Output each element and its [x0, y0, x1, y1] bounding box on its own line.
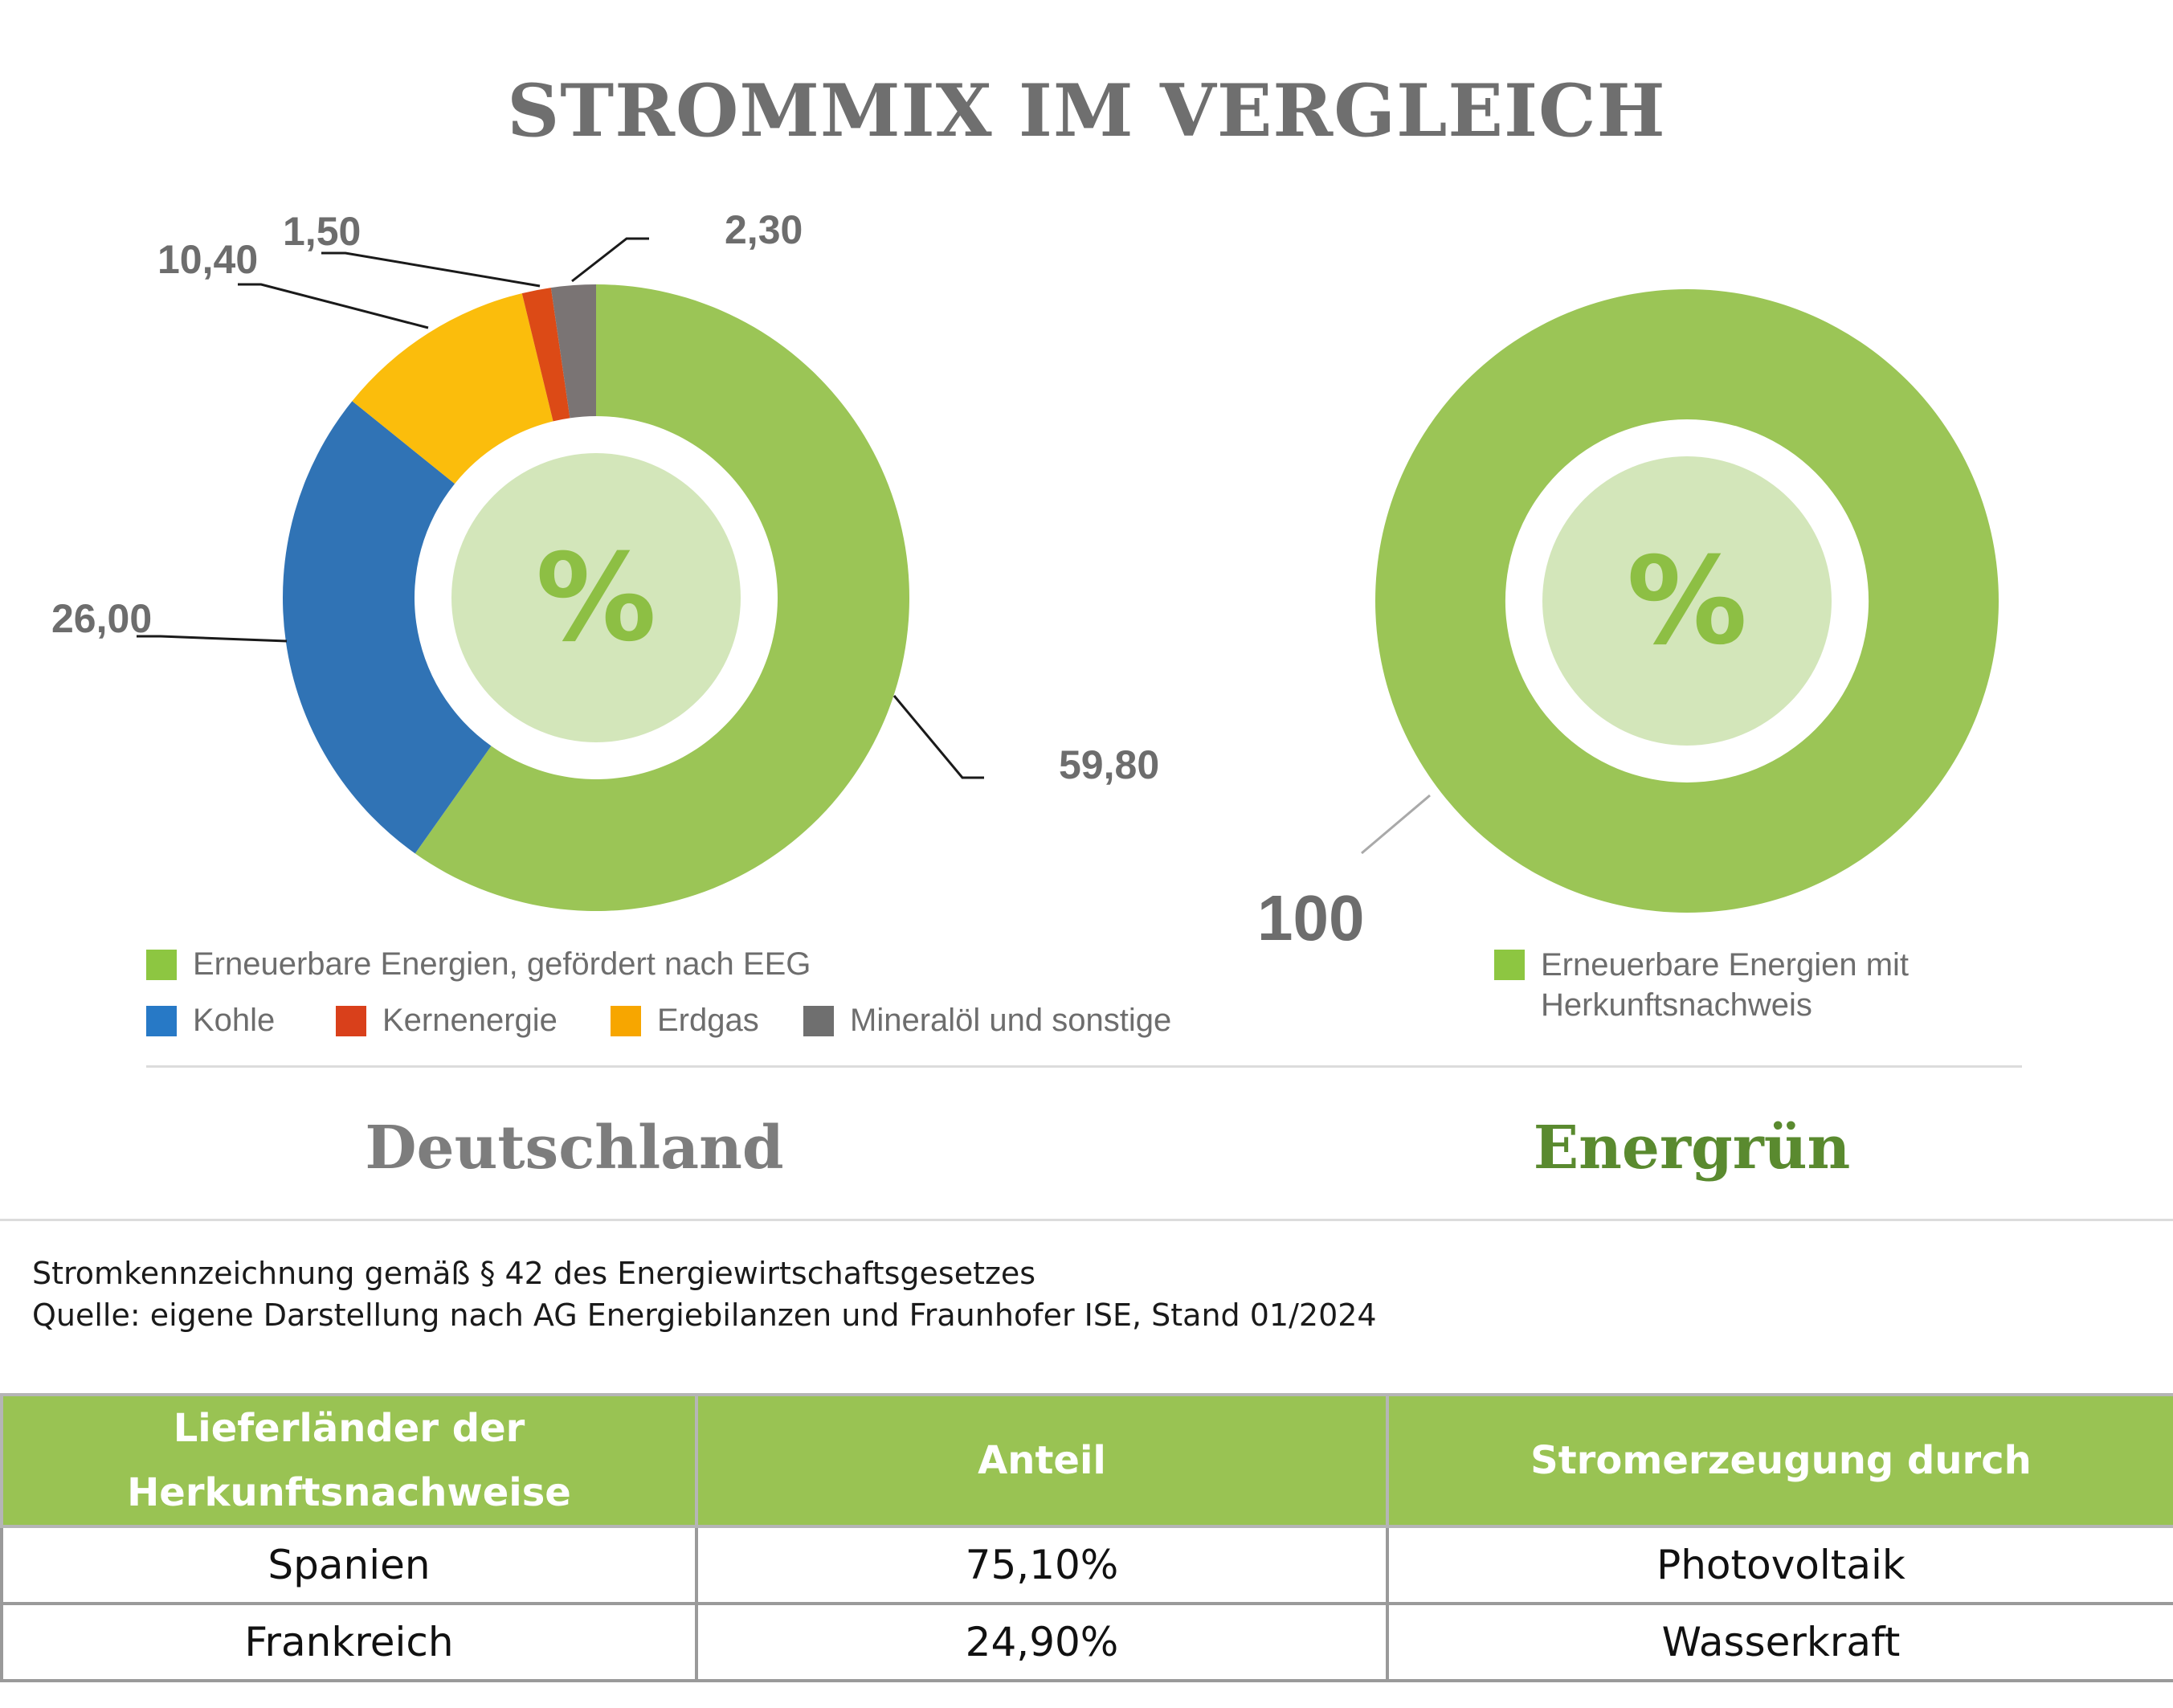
charts-area: % % 59,80 26,00 10,40 1,50 2,30 100	[51, 207, 1999, 948]
data-label-2-30: 2,30	[725, 207, 803, 252]
legend-swatch-mineraloel	[803, 1005, 834, 1036]
legend-swatch-erdgas	[611, 1005, 641, 1036]
leader-lines-left	[137, 237, 984, 779]
header-stromerzeugung: Stromerzeugung durch	[1386, 1393, 2173, 1528]
data-label-100: 100	[1257, 882, 1364, 948]
cell-source: Wasserkraft	[1386, 1602, 2173, 1682]
page-title: STROMMIX IM VERGLEICH	[507, 68, 1666, 153]
cell-source: Photovoltaik	[1386, 1525, 2173, 1605]
data-label-1-50: 1,50	[283, 209, 361, 254]
leader-lines-right	[1361, 794, 1431, 855]
cell-share: 75,10%	[695, 1525, 1389, 1605]
legend-label-herkunftsnachweis: Erneuerbare Energien mit Herkunftsnachwe…	[1541, 945, 1959, 1025]
subtitle-deutschland: Deutschland	[365, 1113, 784, 1183]
legend-swatch-kohle	[146, 1005, 177, 1036]
table-header-row: Lieferländer der Herkunftsnachweise Ante…	[0, 1393, 2173, 1528]
donut-center-disc	[1542, 456, 1832, 746]
leader-line-26-00	[137, 635, 288, 643]
legend-label-kohle: Kohle	[193, 1003, 276, 1038]
donut-slice-erneuerbare-energien-mit-herkunftsnachweis	[1375, 289, 1999, 913]
legend-label-erdgas: Erdgas	[657, 1003, 759, 1038]
cell-country: Spanien	[0, 1525, 698, 1605]
subtitle-energruen: Energrün	[1533, 1113, 1851, 1183]
leader-line-59-80	[892, 695, 984, 779]
legend-item-kohle: Kohle	[146, 1003, 275, 1039]
legend-label-eeg: Erneuerbare Energien, gefördert nach EEG	[193, 946, 811, 982]
legend-swatch-eeg	[146, 949, 177, 980]
leader-line-10-40	[238, 283, 429, 329]
header-lieferlaender: Lieferländer der Herkunftsnachweise	[0, 1393, 698, 1528]
donut-slice-erneuerbare-energien-gefördert-nach-eeg	[415, 284, 909, 911]
donut-slice-kernenergie	[521, 288, 570, 422]
table-row: Spanien 75,10% Photovoltaik	[0, 1525, 2173, 1605]
legend-swatch-herkunftsnachweis	[1494, 950, 1525, 980]
legend-item-mineraloel: Mineralöl und sonstige	[803, 1003, 1171, 1039]
legend-label-line-2: Herkunftsnachweis	[1541, 987, 1812, 1023]
legend-label-kernenergie: Kernenergie	[382, 1003, 558, 1038]
header-anteil: Anteil	[695, 1393, 1389, 1528]
donut-slice-mineralöl-und-sonstige	[550, 284, 596, 419]
cell-country: Frankreich	[0, 1602, 698, 1682]
note-line-1: Stromkennzeichnung gemäß § 42 des Energi…	[32, 1256, 1036, 1291]
leader-line-100	[1361, 794, 1431, 855]
cell-share: 24,90%	[695, 1602, 1389, 1682]
donut-center-percent-label: %	[1627, 532, 1747, 672]
donut-center-disc	[451, 453, 741, 742]
legend-label-line-1: Erneuerbare Energien mit	[1541, 947, 1910, 983]
legend-swatch-kernenergie	[336, 1005, 366, 1036]
legend-label-mineraloel: Mineralöl und sonstige	[850, 1003, 1172, 1038]
leader-line-1-50	[321, 251, 541, 288]
divider-legend	[146, 1065, 2022, 1068]
legend-item-kernenergie: Kernenergie	[336, 1003, 558, 1039]
data-label-26-00: 26,00	[51, 596, 152, 641]
header-lieferlaender-line-2: Herkunftsnachweise	[127, 1470, 571, 1515]
divider-notes	[0, 1219, 2173, 1221]
donut-slice-erdgas	[352, 293, 553, 484]
note-line-2: Quelle: eigene Darstellung nach AG Energ…	[32, 1297, 1377, 1333]
data-label-10-40: 10,40	[157, 237, 258, 282]
legend-item-erdgas: Erdgas	[611, 1003, 759, 1039]
table-row: Frankreich 24,90% Wasserkraft	[0, 1602, 2173, 1682]
supply-table: Lieferländer der Herkunftsnachweise Ante…	[0, 1393, 2173, 1682]
donut-chart-deutschland: %	[283, 284, 909, 911]
donut-slice-kohle	[283, 401, 492, 854]
donut-chart-energruen: %	[1375, 289, 1999, 913]
leader-line-2-30	[571, 237, 649, 283]
legend-item-eeg: Erneuerbare Energien, gefördert nach EEG	[146, 946, 811, 983]
source-notes: Stromkennzeichnung gemäß § 42 des Energi…	[32, 1252, 2121, 1336]
donut-center-percent-label: %	[536, 529, 656, 668]
data-label-59-80: 59,80	[1059, 742, 1159, 787]
header-lieferlaender-line-1: Lieferländer der	[173, 1406, 525, 1451]
